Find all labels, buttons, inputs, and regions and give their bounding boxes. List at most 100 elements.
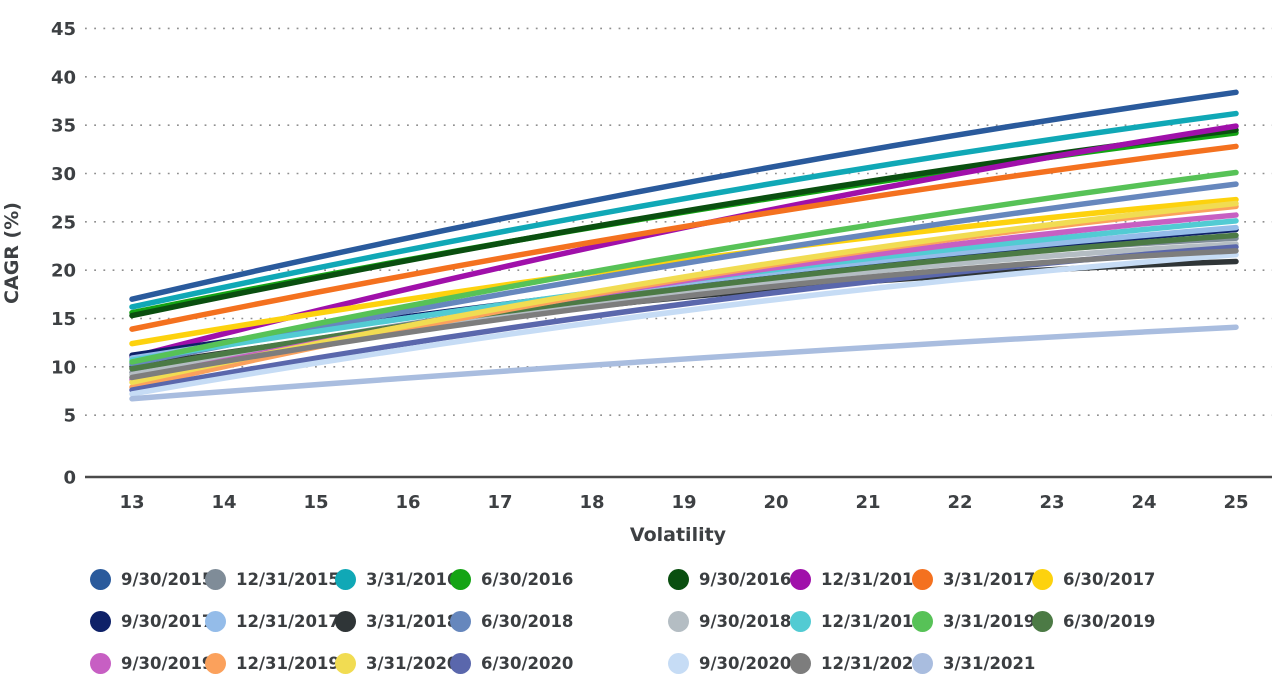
- legend-label: 6/30/2020: [481, 653, 574, 673]
- x-tick-label-23: 23: [1039, 492, 1064, 513]
- x-tick-label-18: 18: [579, 492, 604, 513]
- legend-dot-icon: [90, 610, 111, 632]
- legend-item-3-31-2021: 3/31/2021: [912, 651, 1035, 675]
- legend-label: 6/30/2019: [1063, 611, 1156, 631]
- legend-label: 3/31/2021: [943, 653, 1036, 673]
- x-tick-label-21: 21: [855, 492, 880, 513]
- legend-label: 9/30/2015: [121, 569, 214, 589]
- legend-dot-icon: [205, 568, 226, 590]
- legend-dot-icon: [790, 652, 811, 674]
- y-tick-label-10: 10: [51, 357, 76, 378]
- legend-item-9-30-2019: 9/30/2019: [90, 651, 213, 675]
- legend-dot-icon: [668, 568, 689, 590]
- legend-label: 12/31/2018: [821, 611, 925, 631]
- series-line-3-31-2021: [129, 324, 1239, 402]
- legend-item-9-30-2020: 9/30/2020: [668, 651, 791, 675]
- legend-dot-icon: [205, 610, 226, 632]
- series-line-12-31-2020: [129, 248, 1239, 381]
- legend-label: 12/31/2016: [821, 569, 925, 589]
- x-tick-label-24: 24: [1131, 492, 1156, 513]
- series-line-3-31-2017: [129, 143, 1239, 332]
- x-axis-title: Volatility: [629, 524, 727, 546]
- x-tick-label-14: 14: [211, 492, 236, 513]
- x-tick-label-25: 25: [1223, 492, 1248, 513]
- x-tick-label-20: 20: [763, 492, 788, 513]
- x-tick-label-19: 19: [671, 492, 696, 513]
- legend-item-9-30-2016: 9/30/2016: [668, 567, 791, 591]
- legend-item-9-30-2018: 9/30/2018: [668, 609, 791, 633]
- legend-item-3-31-2017: 3/31/2017: [912, 567, 1035, 591]
- y-tick-label-30: 30: [51, 164, 76, 185]
- legend-item-12-31-2020: 12/31/2020: [790, 651, 925, 675]
- legend-item-6-30-2018: 6/30/2018: [450, 609, 573, 633]
- legend-dot-icon: [912, 610, 933, 632]
- legend-dot-icon: [450, 652, 471, 674]
- y-axis-title: CAGR (%): [1, 202, 23, 304]
- legend-dot-icon: [335, 610, 356, 632]
- legend-dot-icon: [90, 652, 111, 674]
- series-line-9-30-2015: [129, 89, 1239, 302]
- legend-item-3-31-2020: 3/31/2020: [335, 651, 458, 675]
- legend-item-6-30-2017: 6/30/2017: [1032, 567, 1155, 591]
- legend-item-3-31-2016: 3/31/2016: [335, 567, 458, 591]
- legend-label: 9/30/2017: [121, 611, 214, 631]
- x-tick-label-15: 15: [303, 492, 328, 513]
- legend-label: 6/30/2017: [1063, 569, 1156, 589]
- y-tick-label-25: 25: [51, 212, 76, 233]
- legend-item-6-30-2020: 6/30/2020: [450, 651, 573, 675]
- legend-item-12-31-2018: 12/31/2018: [790, 609, 925, 633]
- y-tick-label-40: 40: [51, 67, 76, 88]
- legend-item-9-30-2015: 9/30/2015: [90, 567, 213, 591]
- x-tick-label-17: 17: [487, 492, 512, 513]
- legend-dot-icon: [790, 610, 811, 632]
- legend-item-12-31-2019: 12/31/2019: [205, 651, 340, 675]
- legend-label: 6/30/2018: [481, 611, 574, 631]
- legend-label: 6/30/2016: [481, 569, 574, 589]
- legend-dot-icon: [335, 652, 356, 674]
- legend-item-12-31-2016: 12/31/2016: [790, 567, 925, 591]
- legend-label: 9/30/2019: [121, 653, 214, 673]
- legend-label: 3/31/2019: [943, 611, 1036, 631]
- series-line-3-31-2016: [129, 110, 1239, 310]
- legend-label: 3/31/2016: [366, 569, 459, 589]
- legend-label: 9/30/2018: [699, 611, 792, 631]
- x-tick-label-16: 16: [395, 492, 420, 513]
- legend-label: 12/31/2017: [236, 611, 340, 631]
- legend-dot-icon: [205, 652, 226, 674]
- cagr-volatility-line-chart: 0 5 10 15 20 25 30 35 40 45 13 14 15 16 17 18 19 20 21 22 23…: [51, 19, 1272, 513]
- legend-dot-icon: [668, 610, 689, 632]
- y-tick-label-15: 15: [51, 309, 76, 330]
- legend-item-12-31-2017: 12/31/2017: [205, 609, 340, 633]
- legend-item-6-30-2016: 6/30/2016: [450, 567, 573, 591]
- legend-dot-icon: [668, 652, 689, 674]
- legend-dot-icon: [912, 568, 933, 590]
- legend-dot-icon: [790, 568, 811, 590]
- legend-dot-icon: [912, 652, 933, 674]
- legend-item-9-30-2017: 9/30/2017: [90, 609, 213, 633]
- series-line-6-30-2017: [129, 196, 1239, 347]
- legend-item-3-31-2018: 3/31/2018: [335, 609, 458, 633]
- legend-label: 9/30/2020: [699, 653, 792, 673]
- y-tick-label-45: 45: [51, 19, 76, 40]
- legend-label: 12/31/2020: [821, 653, 925, 673]
- legend-label: 3/31/2020: [366, 653, 459, 673]
- series-line-3-31-2019: [129, 169, 1239, 365]
- y-tick-label-0: 0: [63, 468, 76, 489]
- legend-dot-icon: [335, 568, 356, 590]
- x-tick-label-13: 13: [119, 492, 144, 513]
- series-line-6-30-2019: [129, 232, 1239, 372]
- legend-label: 12/31/2019: [236, 653, 340, 673]
- x-tick-label-22: 22: [947, 492, 972, 513]
- legend-dot-icon: [450, 610, 471, 632]
- series-line-9-30-2020: [129, 251, 1239, 397]
- legend-item-3-31-2019: 3/31/2019: [912, 609, 1035, 633]
- legend-label: 9/30/2016: [699, 569, 792, 589]
- legend-dot-icon: [90, 568, 111, 590]
- y-tick-label-20: 20: [51, 261, 76, 282]
- y-tick-label-5: 5: [63, 406, 76, 427]
- y-tick-label-35: 35: [51, 116, 76, 137]
- legend-dot-icon: [1032, 610, 1053, 632]
- legend-item-12-31-2015: 12/31/2015: [205, 567, 340, 591]
- legend-label: 3/31/2017: [943, 569, 1036, 589]
